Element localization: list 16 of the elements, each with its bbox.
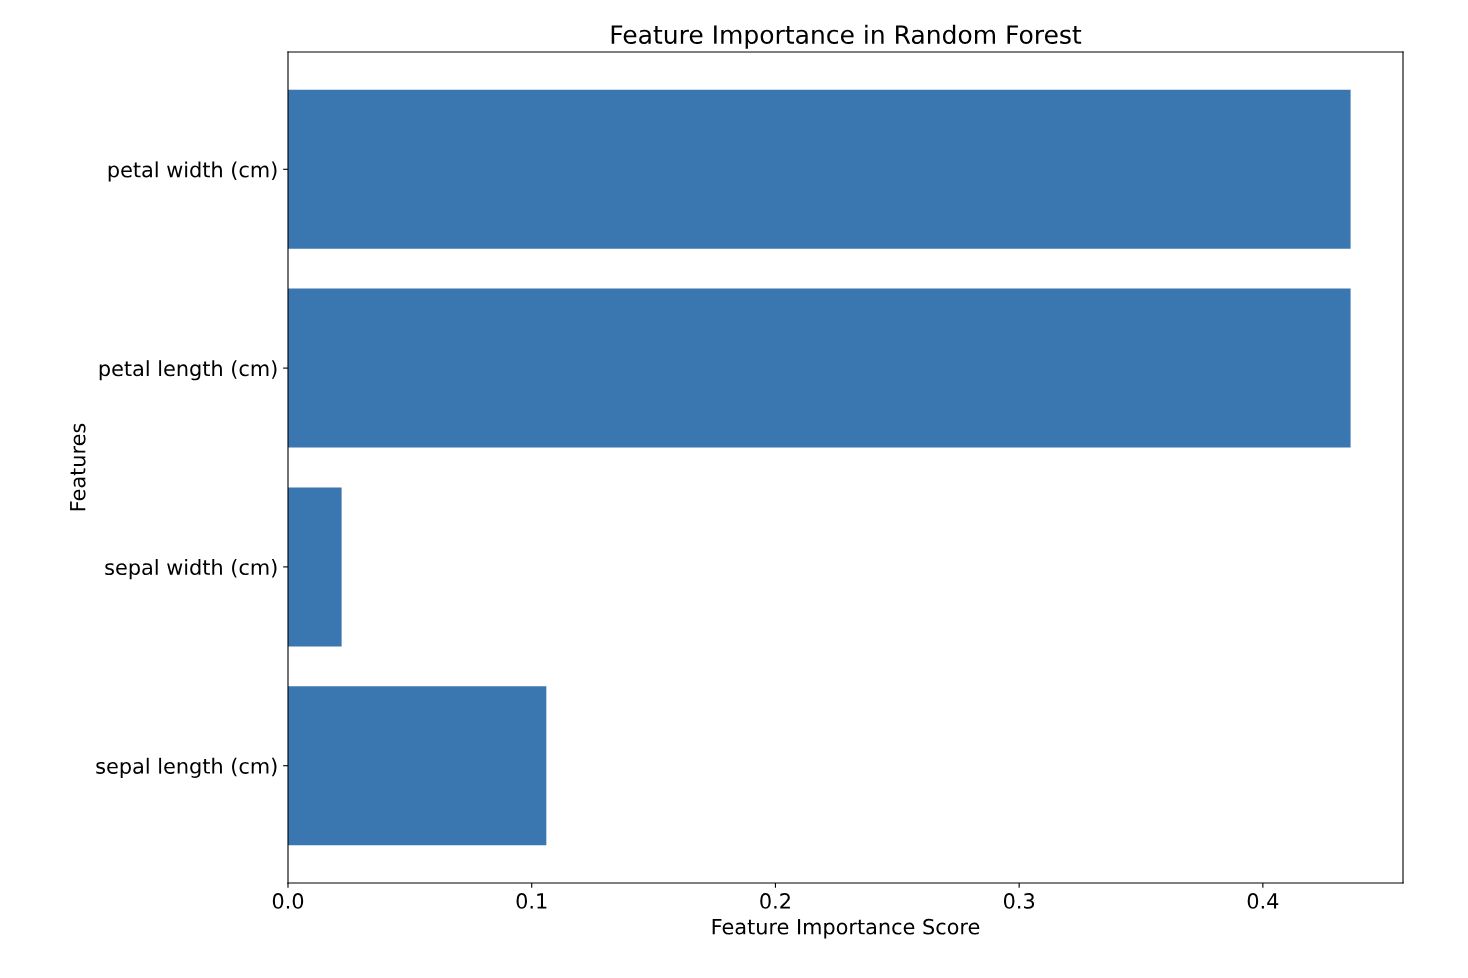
- x-tick-label: 0.4: [1247, 893, 1279, 909]
- x-tick-label: 0.0: [272, 893, 304, 909]
- chart-title: Feature Importance in Random Forest: [611, 24, 1082, 49]
- bar: [288, 686, 547, 846]
- x-tick-label: 0.1: [516, 893, 547, 909]
- y-tick-label: petal length (cm): [99, 360, 277, 381]
- y-tick-label: sepal width (cm): [105, 558, 277, 580]
- bar: [288, 288, 1351, 448]
- bar: [288, 89, 1351, 249]
- y-axis-title: Features: [70, 423, 86, 511]
- x-tick-label: 0.3: [1003, 893, 1035, 909]
- x-tick-label: 0.2: [760, 893, 790, 909]
- x-axis-title: Feature Importance Score: [712, 918, 980, 939]
- bar: [288, 487, 342, 647]
- y-tick-label: petal width (cm): [108, 161, 277, 182]
- y-tick-label: sepal length (cm): [96, 757, 277, 778]
